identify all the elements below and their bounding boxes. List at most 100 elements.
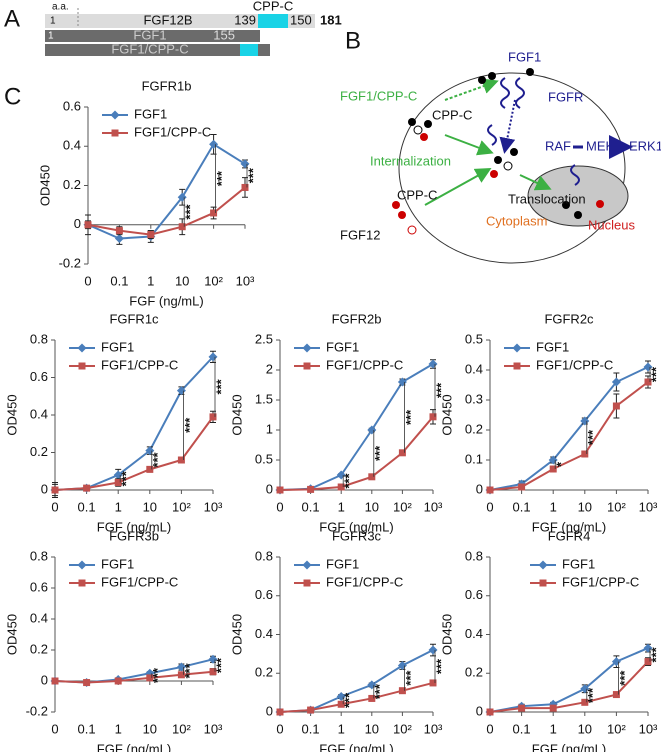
data-point <box>429 413 437 421</box>
data-point <box>78 579 86 587</box>
data-point <box>77 343 87 353</box>
data-point <box>581 450 589 458</box>
data-point <box>110 110 120 120</box>
legend-label: FGF1 <box>134 106 167 121</box>
y-tick-label: 0.8 <box>30 331 48 346</box>
data-point <box>307 485 315 493</box>
y-tick-label: 0 <box>266 703 273 718</box>
cpp-domain <box>240 44 258 56</box>
data-point <box>518 704 526 712</box>
x-axis-label: FGF (ng/mL) <box>97 741 171 752</box>
data-line <box>489 381 649 491</box>
data-point <box>114 233 124 243</box>
significance: *** <box>648 646 661 662</box>
row-name: FGF1 <box>133 27 166 42</box>
significance: *** <box>372 683 387 699</box>
data-line <box>54 416 214 491</box>
y-tick-label: 0 <box>41 481 48 496</box>
x-tick-label: 1 <box>147 273 154 288</box>
pathway-label: RAF <box>545 138 571 153</box>
cpp-domain <box>258 14 288 28</box>
y-tick-label: 0.4 <box>465 626 483 641</box>
y-tick-label: -0.2 <box>26 703 48 718</box>
x-tick-label: 10² <box>172 721 191 736</box>
x-tick-label: 1 <box>115 721 122 736</box>
x-tick-label: 10³ <box>424 721 443 736</box>
x-tick-label: 10 <box>143 499 157 514</box>
fgf1-label: FGF1 <box>508 49 541 64</box>
x-tick-label: 10² <box>393 499 412 514</box>
y-tick-label: 1.5 <box>255 391 273 406</box>
x-tick-label: 1 <box>338 721 345 736</box>
significance: *** <box>403 409 418 425</box>
significance: *** <box>214 170 229 186</box>
y-axis-label: OD450 <box>4 394 19 435</box>
x-axis-label: FGF (ng/mL) <box>532 741 606 752</box>
significance: *** <box>245 167 260 183</box>
x-tick-label: 10 <box>365 721 379 736</box>
data-point <box>513 362 521 370</box>
fgfr-label: FGFR <box>548 89 583 104</box>
panel-label: A <box>4 5 20 32</box>
x-axis-label: FGF (ng/mL) <box>319 741 393 752</box>
significance: *** <box>182 417 197 433</box>
significance: *** <box>342 692 357 708</box>
y-tick-label: 0.2 <box>63 177 81 192</box>
fusion-label: FGF1/CPP-C <box>340 88 417 103</box>
data-point <box>538 560 548 570</box>
pathway-label: MEK <box>586 138 615 153</box>
y-tick-label: 0.5 <box>465 331 483 346</box>
data-point <box>209 668 217 676</box>
legend-label: FGF1 <box>562 556 595 571</box>
data-line <box>87 186 246 236</box>
x-tick-label: 10 <box>143 721 157 736</box>
y-tick-label: 0.4 <box>465 361 483 376</box>
x-tick-label: 10² <box>607 721 626 736</box>
data-line <box>489 660 649 713</box>
data-point <box>114 479 122 486</box>
x-tick-label: 10² <box>607 499 626 514</box>
domain-label: CPP-C <box>253 0 293 13</box>
x-tick-label: 0 <box>276 721 283 736</box>
x-tick-label: 0.1 <box>78 499 96 514</box>
data-point <box>209 413 217 421</box>
data-point <box>512 343 522 353</box>
y-axis-label: OD450 <box>229 394 244 435</box>
data-point <box>398 449 406 457</box>
y-tick-label: 0.2 <box>30 641 48 656</box>
significance: *** <box>585 687 600 703</box>
data-point <box>429 679 437 687</box>
y-tick-label: 0.4 <box>63 138 81 153</box>
x-axis-label: FGF (ng/mL) <box>319 519 393 534</box>
data-point <box>428 359 438 369</box>
legend-label: FGF1 <box>536 339 569 354</box>
data-point <box>177 671 185 679</box>
data-point <box>51 486 59 494</box>
legend-label: FGF1/CPP-C <box>101 357 178 372</box>
legend-label: FGF1/CPP-C <box>562 574 639 589</box>
start-label: 1 <box>48 31 54 42</box>
panel-label: B <box>345 27 361 54</box>
ligand-dots <box>392 68 604 235</box>
data-point <box>83 679 91 687</box>
x-axis-label: FGF (ng/mL) <box>97 519 171 534</box>
data-point <box>644 658 652 666</box>
significance: *** <box>342 472 357 488</box>
chart-title: FGFR1c <box>109 311 159 326</box>
y-tick-label: 0.5 <box>255 451 273 466</box>
data-line <box>279 681 434 713</box>
y-tick-label: 0.3 <box>465 391 483 406</box>
x-tick-label: 0.1 <box>110 273 128 288</box>
data-point <box>178 223 186 231</box>
legend-label: FGF1/CPP-C <box>101 574 178 589</box>
y-tick-label: 0.8 <box>255 548 273 563</box>
y-tick-label: 0.6 <box>63 98 81 113</box>
y-tick-label: 0 <box>41 672 48 687</box>
data-point <box>51 677 59 685</box>
x-tick-label: 10³ <box>639 721 658 736</box>
data-point <box>302 343 312 353</box>
y-tick-label: 1 <box>266 421 273 436</box>
significance: *** <box>403 670 418 686</box>
aa-label: a.a. <box>52 2 69 13</box>
chart-title: FGFR1b <box>142 78 192 93</box>
